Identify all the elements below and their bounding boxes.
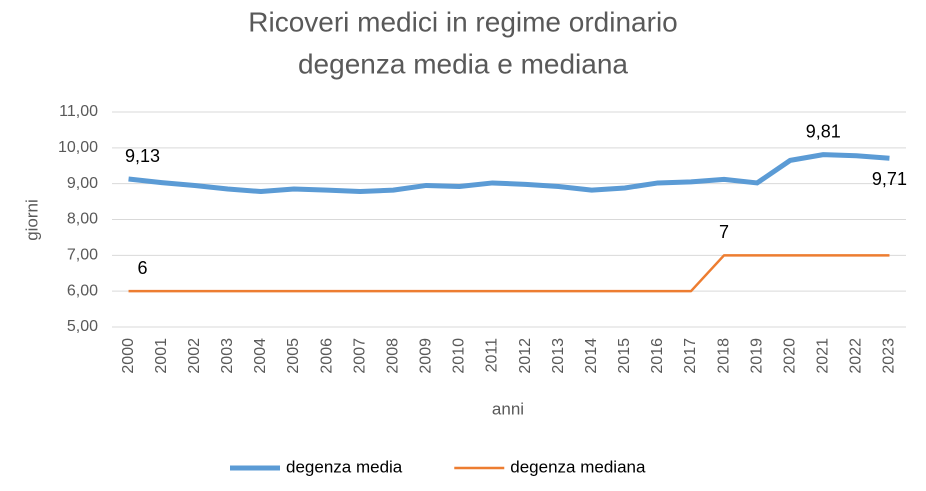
x-tick-label: 2012: [517, 338, 534, 374]
x-axis-label: anni: [492, 399, 524, 418]
data-label: 9,71: [872, 169, 907, 189]
x-tick-label: 2018: [715, 338, 732, 374]
x-tick-label: 2011: [484, 338, 501, 373]
x-tick-label: 2002: [186, 338, 203, 374]
x-tick-label: 2019: [748, 338, 765, 374]
data-label: 9,81: [806, 121, 841, 141]
y-tick-label: 5,00: [67, 318, 98, 335]
x-tick-label: 2010: [451, 338, 468, 374]
legend-label: degenza mediana: [510, 457, 646, 476]
chart-title: Ricoveri medici in regime ordinario: [248, 6, 678, 37]
x-tick-label: 2003: [219, 338, 236, 374]
x-tick-label: 2013: [550, 338, 567, 374]
x-tick-label: 2015: [616, 338, 633, 374]
y-tick-label: 10,00: [58, 139, 98, 156]
x-tick-label: 2017: [682, 338, 699, 374]
data-label: 9,13: [125, 146, 160, 166]
x-tick-label: 2006: [318, 338, 335, 374]
x-tick-label: 2004: [252, 338, 269, 374]
y-tick-label: 8,00: [67, 211, 98, 228]
x-tick-label: 2000: [120, 338, 137, 374]
data-label: 7: [719, 222, 729, 242]
x-tick-label: 2007: [351, 338, 368, 374]
line-series: [128, 152, 890, 195]
data-label: 6: [138, 258, 148, 278]
y-tick-label: 7,00: [67, 247, 98, 264]
y-tick-label: 9,00: [67, 175, 98, 192]
x-tick-label: 2014: [583, 338, 600, 374]
y-axis-label: giorni: [22, 199, 41, 241]
x-tick-label: 2022: [848, 338, 865, 374]
x-tick-label: 2008: [384, 338, 401, 374]
chart-subtitle: degenza media e mediana: [298, 48, 628, 79]
y-tick-label: 11,00: [59, 103, 98, 120]
x-tick-label: 2001: [153, 338, 170, 374]
line-series: [128, 254, 890, 293]
x-tick-label: 2016: [649, 338, 666, 374]
x-tick-label: 2009: [418, 338, 435, 374]
legend-label: degenza media: [286, 457, 403, 476]
x-tick-label: 2020: [781, 338, 798, 374]
x-tick-label: 2021: [815, 338, 832, 374]
x-tick-label: 2005: [285, 338, 302, 374]
x-tick-label: 2023: [881, 338, 898, 374]
y-tick-label: 6,00: [67, 282, 98, 299]
